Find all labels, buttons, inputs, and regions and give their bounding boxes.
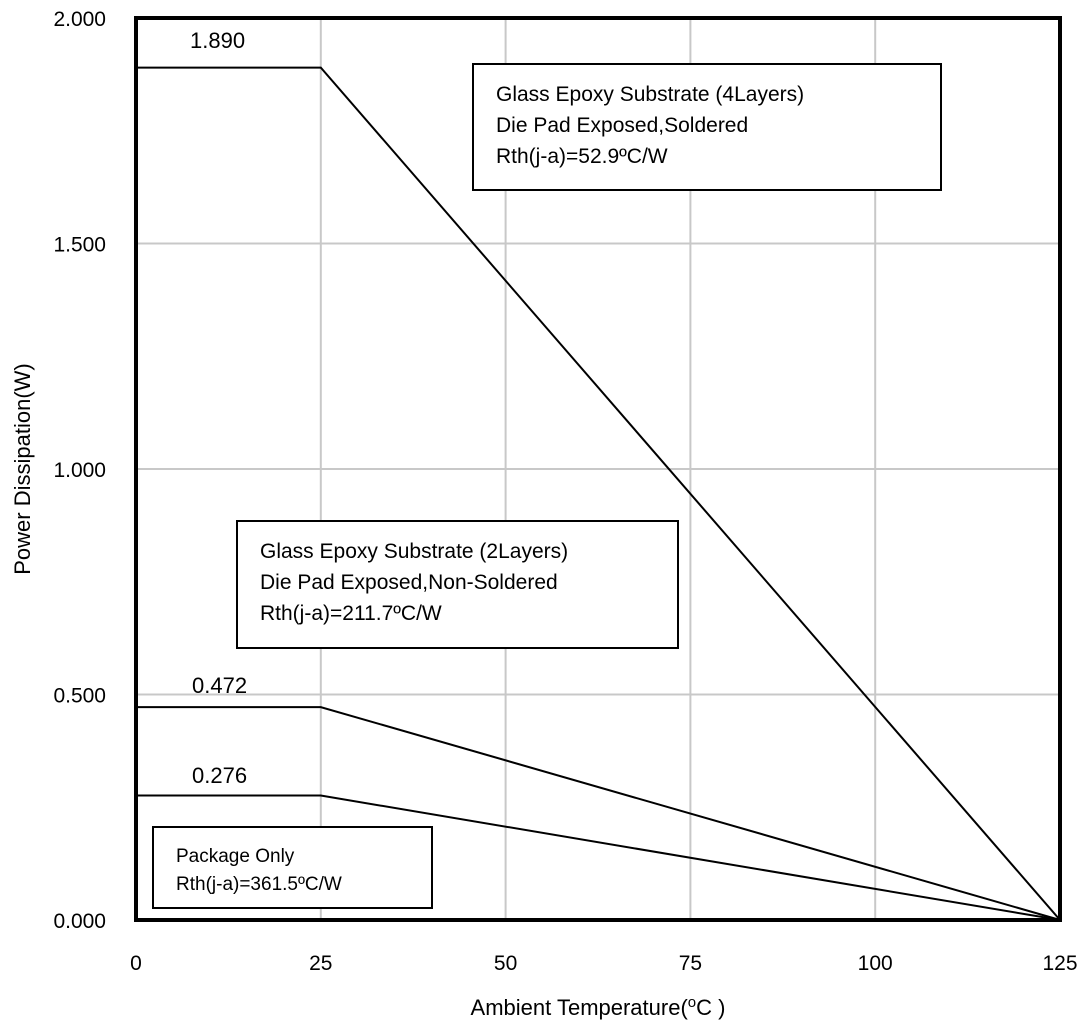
y-tick-labels: 0.000 0.500 1.000 1.500 2.000 xyxy=(53,8,106,933)
series-value-label-0: 1.890 xyxy=(190,28,245,53)
x-tick-label-5: 125 xyxy=(1042,952,1077,975)
series-line-0 xyxy=(136,66,1061,921)
annotation-text-1-1: Die Pad Exposed,Non-Soldered xyxy=(260,571,558,594)
annotation-text-0-2: Rth(j-a)=52.9ºC/W xyxy=(496,145,668,168)
x-axis-title-unit: C ) xyxy=(696,995,725,1020)
annotation-box-0 xyxy=(472,63,942,191)
series-line-1 xyxy=(136,706,1061,921)
y-tick-label-2: 1.000 xyxy=(53,459,106,482)
x-axis-title-degree: o xyxy=(688,994,696,1011)
series-lines xyxy=(136,66,1061,921)
annotation-box-2 xyxy=(152,826,433,909)
y-tick-label-4: 2.000 xyxy=(53,8,106,31)
annotation-text-2-0: Package Only xyxy=(176,846,295,867)
y-tick-label-1: 0.500 xyxy=(53,685,106,708)
x-tick-label-3: 75 xyxy=(679,952,702,975)
series-value-label-2: 0.276 xyxy=(192,763,247,788)
annotation-text-1-0: Glass Epoxy Substrate (2Layers) xyxy=(260,540,568,563)
y-tick-label-0: 0.000 xyxy=(53,910,106,933)
x-tick-label-2: 50 xyxy=(494,952,517,975)
x-axis-title: Ambient Temperature(oC ) xyxy=(471,994,726,1021)
x-axis-title-text: Ambient Temperature( xyxy=(471,995,689,1020)
x-tick-labels: 0 25 50 75 100 125 xyxy=(130,952,1077,975)
annotation-text-0-1: Die Pad Exposed,Soldered xyxy=(496,114,748,137)
value-labels: 1.890 0.472 0.276 xyxy=(190,28,247,788)
x-tick-label-1: 25 xyxy=(309,952,332,975)
annotation-text-1-2: Rth(j-a)=211.7ºC/W xyxy=(260,602,442,625)
y-tick-label-3: 1.500 xyxy=(53,234,106,257)
y-axis-title: Power Dissipation(W) xyxy=(10,363,35,575)
series-value-label-1: 0.472 xyxy=(192,673,247,698)
series-line-2 xyxy=(136,794,1061,921)
annotation-box-1 xyxy=(236,520,679,649)
annotation-boxes: Glass Epoxy Substrate (4Layers) Die Pad E… xyxy=(152,63,942,909)
annotation-text-0-0: Glass Epoxy Substrate (4Layers) xyxy=(496,83,804,106)
x-tick-label-0: 0 xyxy=(130,952,142,975)
plot-frame xyxy=(134,16,1062,922)
annotation-text-2-1: Rth(j-a)=361.5ºC/W xyxy=(176,874,342,895)
x-tick-label-4: 100 xyxy=(858,952,893,975)
